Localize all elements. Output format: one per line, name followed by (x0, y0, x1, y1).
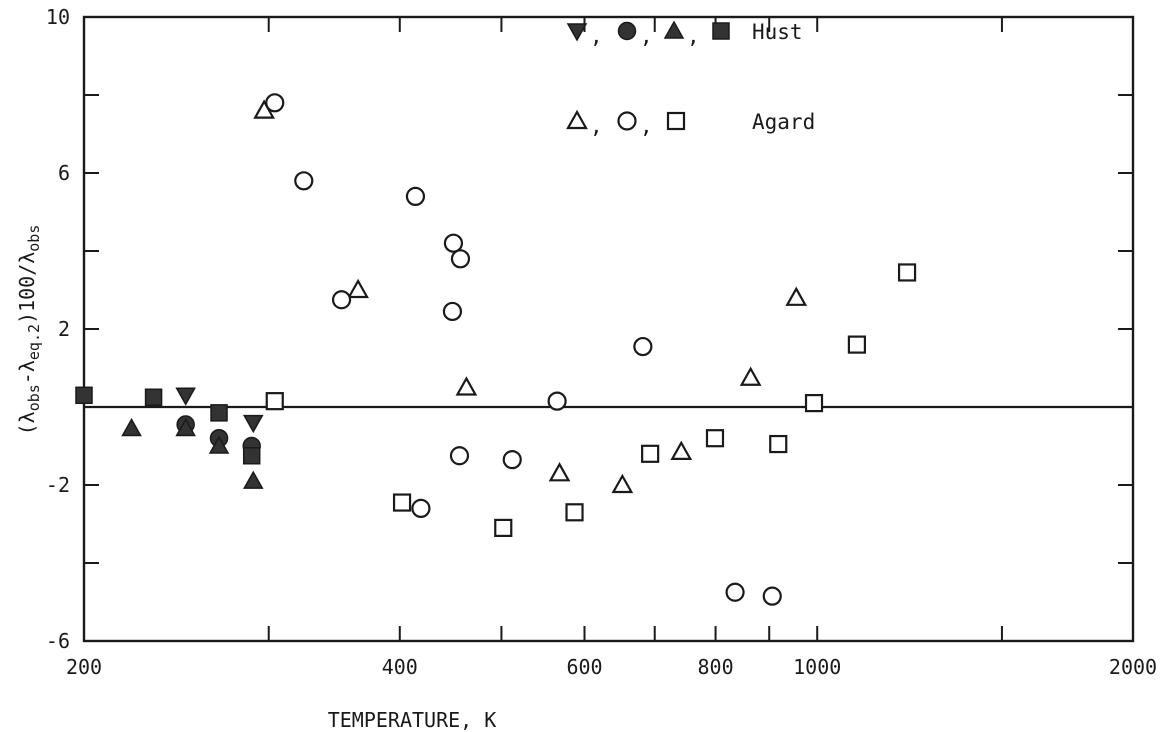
data-point-agard-open-square (804, 394, 824, 413)
data-point-agard-open-triangle-up (670, 440, 693, 460)
legend-marker-open-square (666, 111, 686, 131)
data-point-agard-open-triangle-up (739, 366, 762, 386)
legend-marker-filled-circle (617, 21, 637, 41)
data-point-agard-open-circle (442, 301, 463, 322)
y-axis-title-subscript: obs (25, 225, 43, 252)
legend: ,,, Hust,, Agard (566, 20, 815, 138)
x-tick-label: 400 (382, 655, 418, 679)
legend-separator: , (687, 24, 700, 48)
data-point-agard-open-square (641, 444, 660, 463)
y-axis-title-part: -λ (15, 360, 39, 384)
y-axis-title-part: (λ (15, 411, 39, 435)
data-point-agard-open-circle (633, 336, 653, 357)
data-point-agard-open-triangle-up (785, 286, 808, 306)
data-point-agard-open-triangle-up (347, 278, 369, 299)
legend-marker-open-triangle-up (566, 109, 588, 130)
legend-label: Agard (752, 110, 815, 134)
x-tick-label: 800 (697, 655, 733, 679)
axis-ticks-layer: 200 400 600 800 1000 2000 -6 -2 2 6 10 (46, 5, 1157, 679)
y-axis-title: (λobs-λeq.2)100/λobs (15, 225, 43, 436)
data-point-hust-filled-triangle-up (175, 417, 196, 437)
data-point-hust-filled-triangle-down (175, 387, 196, 406)
y-axis-title-subscript: obs (25, 384, 43, 411)
data-point-agard-open-circle (265, 93, 285, 113)
data-points-layer (75, 93, 917, 606)
data-point-hust-filled-square (242, 447, 261, 465)
x-tick-label: 600 (566, 655, 602, 679)
plot-frame-layer (82, 15, 1135, 643)
y-tick-label: -6 (46, 629, 70, 653)
data-point-agard-open-square (769, 434, 788, 454)
data-point-agard-open-circle (547, 391, 567, 411)
data-point-agard-open-square (265, 392, 284, 411)
y-tick-label: 2 (58, 317, 70, 341)
data-point-agard-open-square (392, 493, 412, 512)
legend-separator: , (590, 24, 603, 48)
data-point-agard-open-circle (725, 582, 745, 602)
data-point-agard-open-circle (294, 171, 314, 191)
data-point-agard-open-circle (411, 498, 431, 518)
legend-marker-filled-triangle-down (566, 23, 588, 42)
data-point-agard-open-circle (762, 586, 782, 606)
legend-separator: , (640, 114, 653, 138)
data-point-agard-open-square (897, 263, 917, 282)
y-tick-label: 6 (58, 161, 70, 185)
data-point-agard-open-circle (449, 446, 470, 466)
x-axis-title: TEMPERATURE, K (328, 708, 497, 732)
data-point-agard-open-circle (443, 233, 464, 253)
plot-area-border (82, 15, 1135, 643)
x-tick-label: 200 (66, 655, 102, 679)
data-point-agard-open-triangle-up (455, 376, 478, 396)
data-point-hust-filled-square (75, 386, 93, 405)
data-point-hust-filled-square (210, 404, 228, 422)
data-point-agard-open-triangle-up (548, 462, 571, 482)
data-point-agard-open-triangle-up (611, 473, 634, 494)
data-point-agard-open-square (494, 518, 513, 538)
y-axis-title-subscript: eq.2 (25, 324, 43, 360)
legend-separator: , (640, 24, 653, 48)
y-tick-label: -2 (46, 473, 70, 497)
legend-separator: , (590, 114, 603, 138)
data-point-hust-filled-square (144, 388, 163, 406)
data-point-agard-open-square (565, 503, 584, 522)
y-axis-title-part: )100/λ (15, 252, 39, 324)
data-point-agard-open-circle (405, 186, 426, 206)
data-point-hust-filled-triangle-down (242, 414, 264, 434)
data-point-hust-filled-triangle-up (121, 417, 142, 437)
data-point-agard-open-circle (502, 450, 522, 470)
y-tick-label: 10 (46, 5, 70, 29)
data-point-agard-open-square (705, 429, 725, 448)
legend-marker-open-circle (617, 111, 637, 131)
legend-label: Hust (752, 20, 803, 44)
x-tick-label: 2000 (1109, 655, 1157, 679)
data-point-agard-open-circle (331, 290, 352, 310)
data-point-agard-open-circle (450, 249, 471, 269)
data-point-agard-open-square (847, 335, 866, 354)
legend-marker-filled-triangle-up (663, 20, 685, 39)
data-point-hust-filled-triangle-up (242, 470, 264, 489)
x-tick-label: 1000 (793, 655, 841, 679)
data-point-hust-filled-triangle-up (208, 435, 230, 454)
legend-marker-filled-square (712, 22, 730, 40)
